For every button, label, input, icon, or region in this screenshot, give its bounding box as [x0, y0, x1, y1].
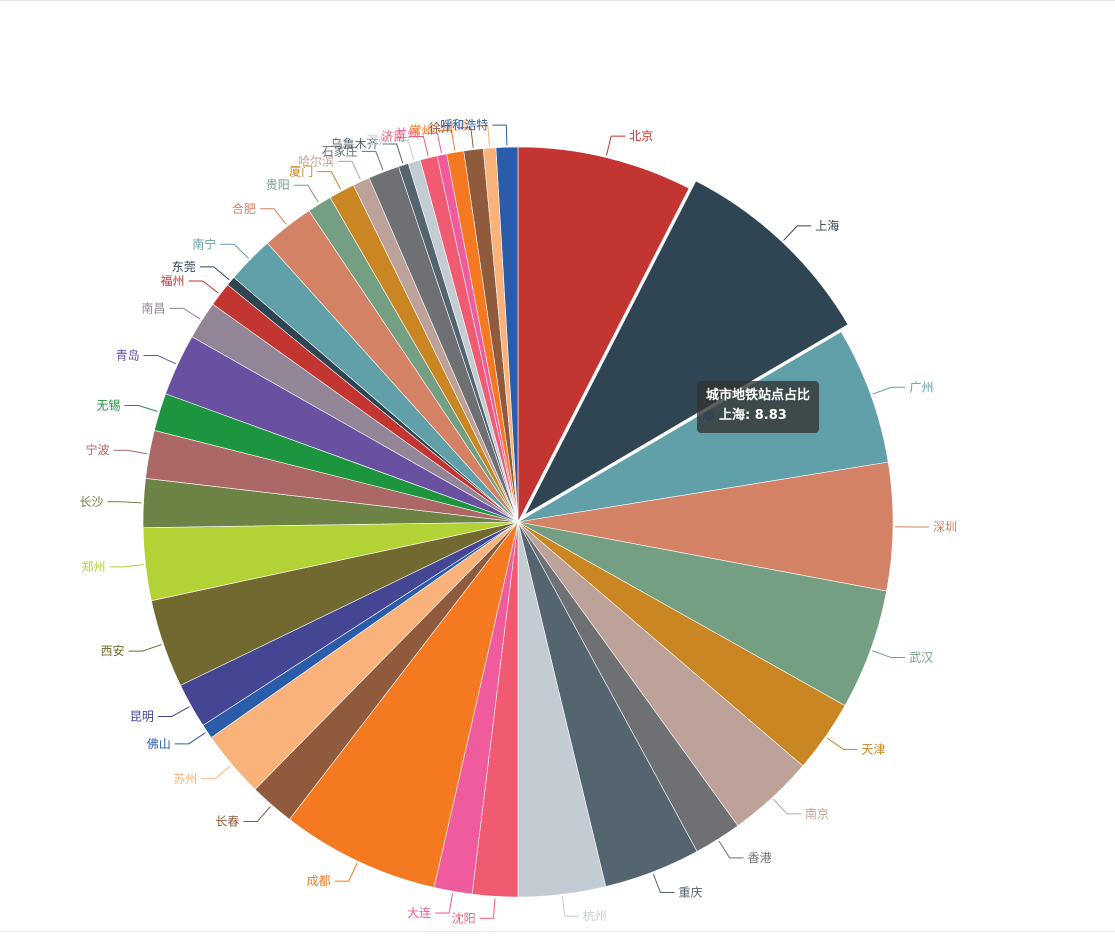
label-line-贵阳 — [294, 185, 319, 202]
slice-label-重庆: 重庆 — [678, 886, 702, 900]
slice-label-长沙: 长沙 — [79, 495, 103, 509]
slice-label-贵阳: 贵阳 — [266, 178, 290, 192]
label-line-沈阳 — [480, 898, 495, 918]
slice-label-北京: 北京 — [629, 129, 653, 143]
label-line-成都 — [335, 863, 358, 881]
top-divider — [0, 0, 1115, 1]
label-line-武汉 — [872, 651, 905, 658]
label-line-石家庄 — [362, 151, 383, 170]
label-line-南京 — [773, 799, 801, 814]
slice-label-昆明: 昆明 — [130, 709, 154, 723]
slice-label-青岛: 青岛 — [116, 347, 140, 362]
label-line-郑州 — [110, 565, 144, 567]
slice-label-武汉: 武汉 — [909, 651, 933, 665]
label-line-南昌 — [169, 308, 200, 319]
label-line-青岛 — [144, 355, 176, 363]
label-line-西安 — [129, 645, 162, 652]
slice-label-郑州: 郑州 — [82, 559, 106, 574]
label-line-长春 — [243, 806, 270, 821]
slice-label-西安: 西安 — [101, 643, 125, 658]
tooltip-title: 城市地铁站点占比 — [697, 387, 819, 405]
slice-label-沈阳: 沈阳 — [452, 910, 476, 925]
label-line-宁波 — [114, 450, 148, 454]
slice-label-天津: 天津 — [861, 742, 885, 756]
slice-label-广州: 广州 — [909, 380, 933, 394]
label-line-无锡 — [124, 405, 157, 411]
label-line-广州 — [873, 387, 906, 394]
label-line-香港 — [719, 841, 744, 858]
label-line-北京 — [606, 136, 625, 155]
slice-label-大连: 大连 — [407, 905, 431, 920]
slice-label-南京: 南京 — [805, 806, 829, 821]
label-line-哈尔滨 — [338, 161, 360, 179]
slice-label-佛山: 佛山 — [147, 737, 171, 751]
label-line-重庆 — [653, 874, 674, 893]
slice-label-香港: 香港 — [748, 851, 772, 865]
label-line-苏州 — [201, 766, 230, 779]
slice-label-南宁: 南宁 — [192, 236, 216, 251]
label-line-合肥 — [260, 209, 286, 225]
label-line-昆明 — [158, 707, 189, 717]
slice-label-合肥: 合肥 — [232, 201, 256, 216]
slice-label-成都: 成都 — [307, 874, 331, 888]
slice-label-长春: 长春 — [215, 814, 239, 828]
label-line-上海 — [784, 226, 812, 241]
slice-label-呼和浩特: 呼和浩特 — [440, 117, 488, 132]
slice-label-南昌: 南昌 — [141, 300, 165, 315]
slice-label-宁波: 宁波 — [86, 442, 110, 457]
slice-label-上海: 上海 — [815, 218, 839, 233]
pie-slices — [143, 147, 893, 897]
slice-label-福州: 福州 — [161, 273, 185, 288]
bottom-divider — [0, 931, 1115, 932]
label-line-东莞 — [200, 267, 229, 280]
tooltip: 城市地铁站点占比 上海: 8.83 — [697, 381, 819, 433]
label-line-大连 — [435, 893, 452, 913]
slice-label-杭州: 杭州 — [583, 908, 607, 923]
label-line-杭州 — [562, 896, 578, 916]
label-line-天津 — [827, 738, 857, 749]
label-line-长沙 — [108, 502, 142, 503]
tooltip-item-label: 上海: 8.83 — [719, 408, 787, 423]
label-line-厦门 — [317, 172, 340, 190]
tooltip-item: 上海: 8.83 — [697, 407, 819, 425]
label-line-南宁 — [220, 244, 248, 258]
label-line-呼和浩特 — [492, 125, 507, 145]
slice-label-无锡: 无锡 — [96, 397, 120, 412]
label-line-福州 — [189, 281, 219, 293]
label-line-佛山 — [175, 733, 206, 744]
slice-label-东莞: 东莞 — [172, 260, 196, 274]
slice-label-苏州: 苏州 — [173, 772, 197, 786]
slice-label-深圳: 深圳 — [933, 520, 957, 534]
tooltip-marker-icon — [704, 411, 714, 421]
